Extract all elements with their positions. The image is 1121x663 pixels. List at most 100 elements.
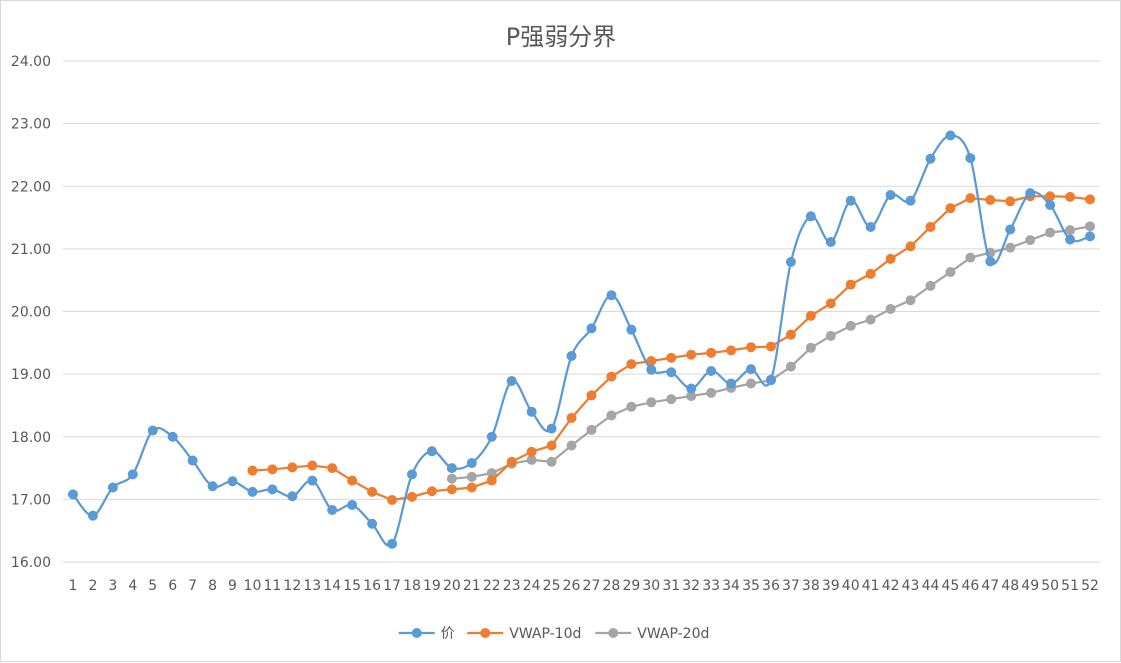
data-point [1065,234,1076,245]
data-point [1065,191,1076,202]
data-point [287,462,298,473]
x-tick-label: 44 [922,578,940,594]
legend-marker [411,628,422,638]
legend: 价 VWAP-10d VWAP-20d [398,626,709,642]
series-line [252,195,1091,502]
data-point [486,431,497,442]
data-point [925,280,936,291]
data-point [486,475,497,486]
data-point [446,473,457,484]
y-tick-label: 24.00 [11,54,51,70]
data-point [646,397,657,408]
x-tick-label: 29 [622,578,640,594]
series-0 [67,130,1096,549]
x-tick-label: 8 [208,578,217,594]
data-point [805,211,816,222]
data-point [526,406,537,417]
data-point [247,486,258,497]
data-point [865,268,876,279]
x-tick-label: 26 [563,578,581,594]
x-tick-label: 11 [263,578,281,594]
x-tick-label: 16 [363,578,381,594]
data-point [1045,191,1056,202]
data-point [1045,227,1056,238]
y-axis: 16.00 17.00 18.00 19.00 20.00 21.00 22.00 23.00… [11,54,51,571]
data-point [626,324,637,335]
legend-item: VWAP-20d [595,626,709,642]
data-point [945,267,956,278]
x-tick-label: 52 [1081,578,1099,594]
x-tick-label: 2 [88,578,97,594]
x-tick-label: 38 [802,578,820,594]
x-tick-label: 46 [961,578,979,594]
data-point [746,342,757,353]
data-point [1065,225,1076,236]
data-point [606,290,617,301]
data-point [965,252,976,263]
x-tick-label: 3 [108,578,117,594]
data-point [666,352,677,363]
data-point [925,221,936,232]
data-point [546,423,557,434]
x-tick-label: 35 [742,578,760,594]
x-tick-label: 48 [1001,578,1019,594]
y-tick-label: 23.00 [11,117,51,133]
y-tick-label: 17.00 [11,492,51,508]
y-tick-label: 20.00 [11,305,51,321]
x-tick-label: 22 [483,578,501,594]
x-tick-label: 47 [981,578,999,594]
data-point [985,256,996,267]
x-tick-label: 41 [862,578,880,594]
chart-title: P强弱分界 [506,23,616,51]
x-tick-label: 1 [69,578,78,594]
data-point [466,471,477,482]
data-point [945,203,956,214]
data-point [1005,242,1016,253]
legend-item: 价 [398,626,455,642]
x-tick-label: 10 [244,578,262,594]
x-tick-label: 25 [543,578,561,594]
legend-marker [480,628,491,638]
x-tick-label: 18 [403,578,421,594]
data-point [646,355,657,366]
data-point [845,279,856,290]
data-point [287,491,298,502]
data-point [925,153,936,164]
data-point [885,253,896,264]
data-point [586,323,597,334]
x-tick-label: 15 [343,578,361,594]
data-point [327,463,338,474]
data-point [865,221,876,232]
x-tick-label: 14 [323,578,341,594]
x-tick-label: 51 [1061,578,1079,594]
x-tick-label: 19 [423,578,441,594]
data-point [486,468,497,479]
x-tick-label: 23 [503,578,521,594]
data-point [666,367,677,378]
x-tick-label: 31 [662,578,680,594]
data-point [506,456,517,467]
data-point [1085,231,1096,242]
data-point [606,410,617,421]
data-point [227,476,238,487]
series-group [67,130,1096,549]
data-point [885,303,896,314]
data-point [327,505,338,516]
data-point [825,298,836,309]
data-point [127,469,138,480]
data-point [207,481,218,492]
data-point [1045,200,1056,211]
data-point [905,295,916,306]
data-point [566,350,577,361]
data-point [686,391,697,402]
x-tick-label: 20 [443,578,461,594]
data-point [765,341,776,352]
series-line [72,134,1091,547]
data-point [1025,188,1036,199]
data-point [646,364,657,375]
data-point [566,412,577,423]
data-point [825,236,836,247]
data-point [347,475,358,486]
data-point [686,349,697,360]
